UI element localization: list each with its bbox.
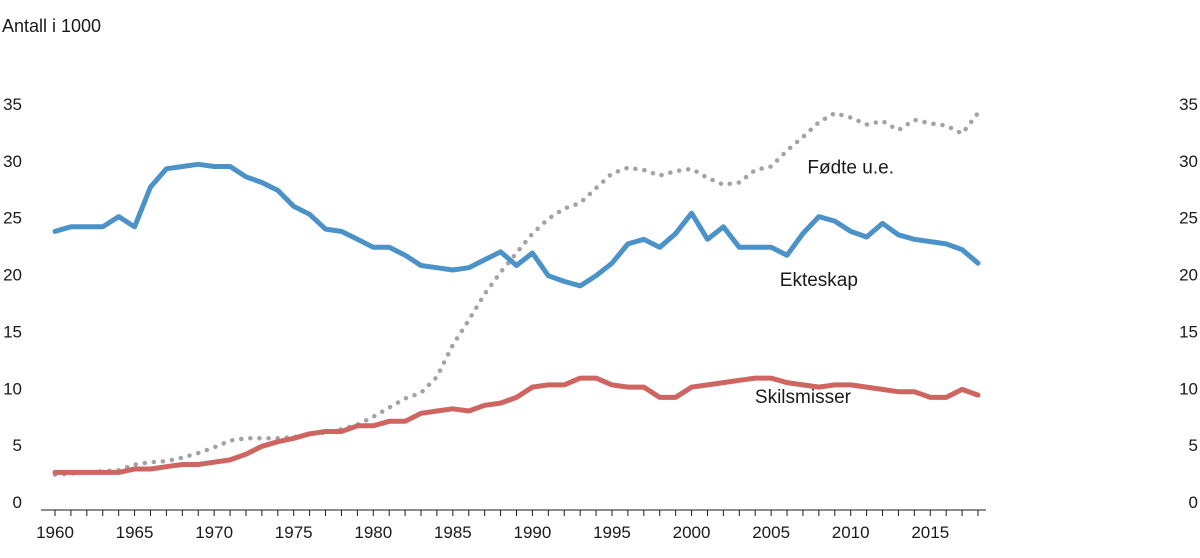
x-tick-label: 1990 (513, 523, 551, 542)
y-tick-label-left: 0 (13, 493, 22, 512)
x-tick-label: 1960 (36, 523, 74, 542)
series-line-skilsmisser (52, 375, 981, 475)
y-tick-label-right: 10 (1179, 379, 1198, 398)
y-tick-label-left: 35 (3, 95, 22, 114)
x-tick-label: 1965 (116, 523, 154, 542)
y-tick-label-right: 25 (1179, 209, 1198, 228)
series-line-ekteskap (52, 161, 981, 289)
y-tick-label-right: 30 (1179, 152, 1198, 171)
y-axis-title: Antall i 1000 (2, 16, 102, 36)
series-direct-label: Fødte u.e. (807, 158, 894, 179)
y-tick-label-left: 25 (3, 209, 22, 228)
y-tick-label-left: 20 (3, 266, 22, 285)
x-tick-label: 2010 (832, 523, 870, 542)
y-tick-label-left: 5 (13, 436, 22, 455)
y-tick-label-right: 5 (1189, 436, 1198, 455)
y-tick-label-right: 15 (1179, 322, 1198, 341)
x-tick-label: 2015 (911, 523, 949, 542)
x-tick-label: 1970 (195, 523, 233, 542)
y-tick-label-left: 30 (3, 152, 22, 171)
x-tick-label: 1985 (434, 523, 472, 542)
y-tick-label-left: 10 (3, 379, 22, 398)
y-tick-label-right: 20 (1179, 266, 1198, 285)
y-tick-label-right: 35 (1179, 95, 1198, 114)
series-direct-label: Ekteskap (780, 270, 858, 291)
series-direct-label: Skilsmisser (755, 387, 852, 408)
y-tick-label-right: 0 (1189, 493, 1198, 512)
y-tick-label-left: 15 (3, 322, 22, 341)
x-tick-label: 1995 (593, 523, 631, 542)
series-line-f-dte-u-e- (52, 110, 981, 477)
x-tick-label: 2000 (673, 523, 711, 542)
x-tick-label: 1975 (275, 523, 313, 542)
x-tick-label: 1980 (354, 523, 392, 542)
x-tick-label: 2005 (752, 523, 790, 542)
